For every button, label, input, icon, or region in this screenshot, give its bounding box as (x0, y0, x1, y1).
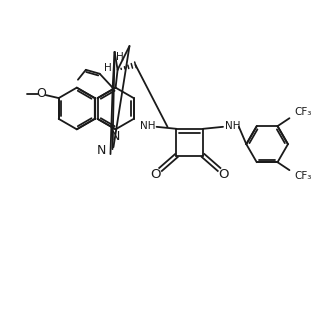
Text: NH: NH (225, 121, 241, 131)
Text: N: N (97, 144, 106, 157)
Text: NH: NH (140, 121, 155, 131)
Text: CF₃: CF₃ (295, 107, 312, 117)
Text: N: N (111, 130, 120, 143)
Text: H: H (116, 52, 123, 62)
Text: CF₃: CF₃ (295, 171, 312, 181)
Text: O: O (150, 168, 161, 181)
Text: O: O (219, 168, 229, 181)
Text: H: H (104, 63, 112, 73)
Text: O: O (36, 86, 46, 100)
